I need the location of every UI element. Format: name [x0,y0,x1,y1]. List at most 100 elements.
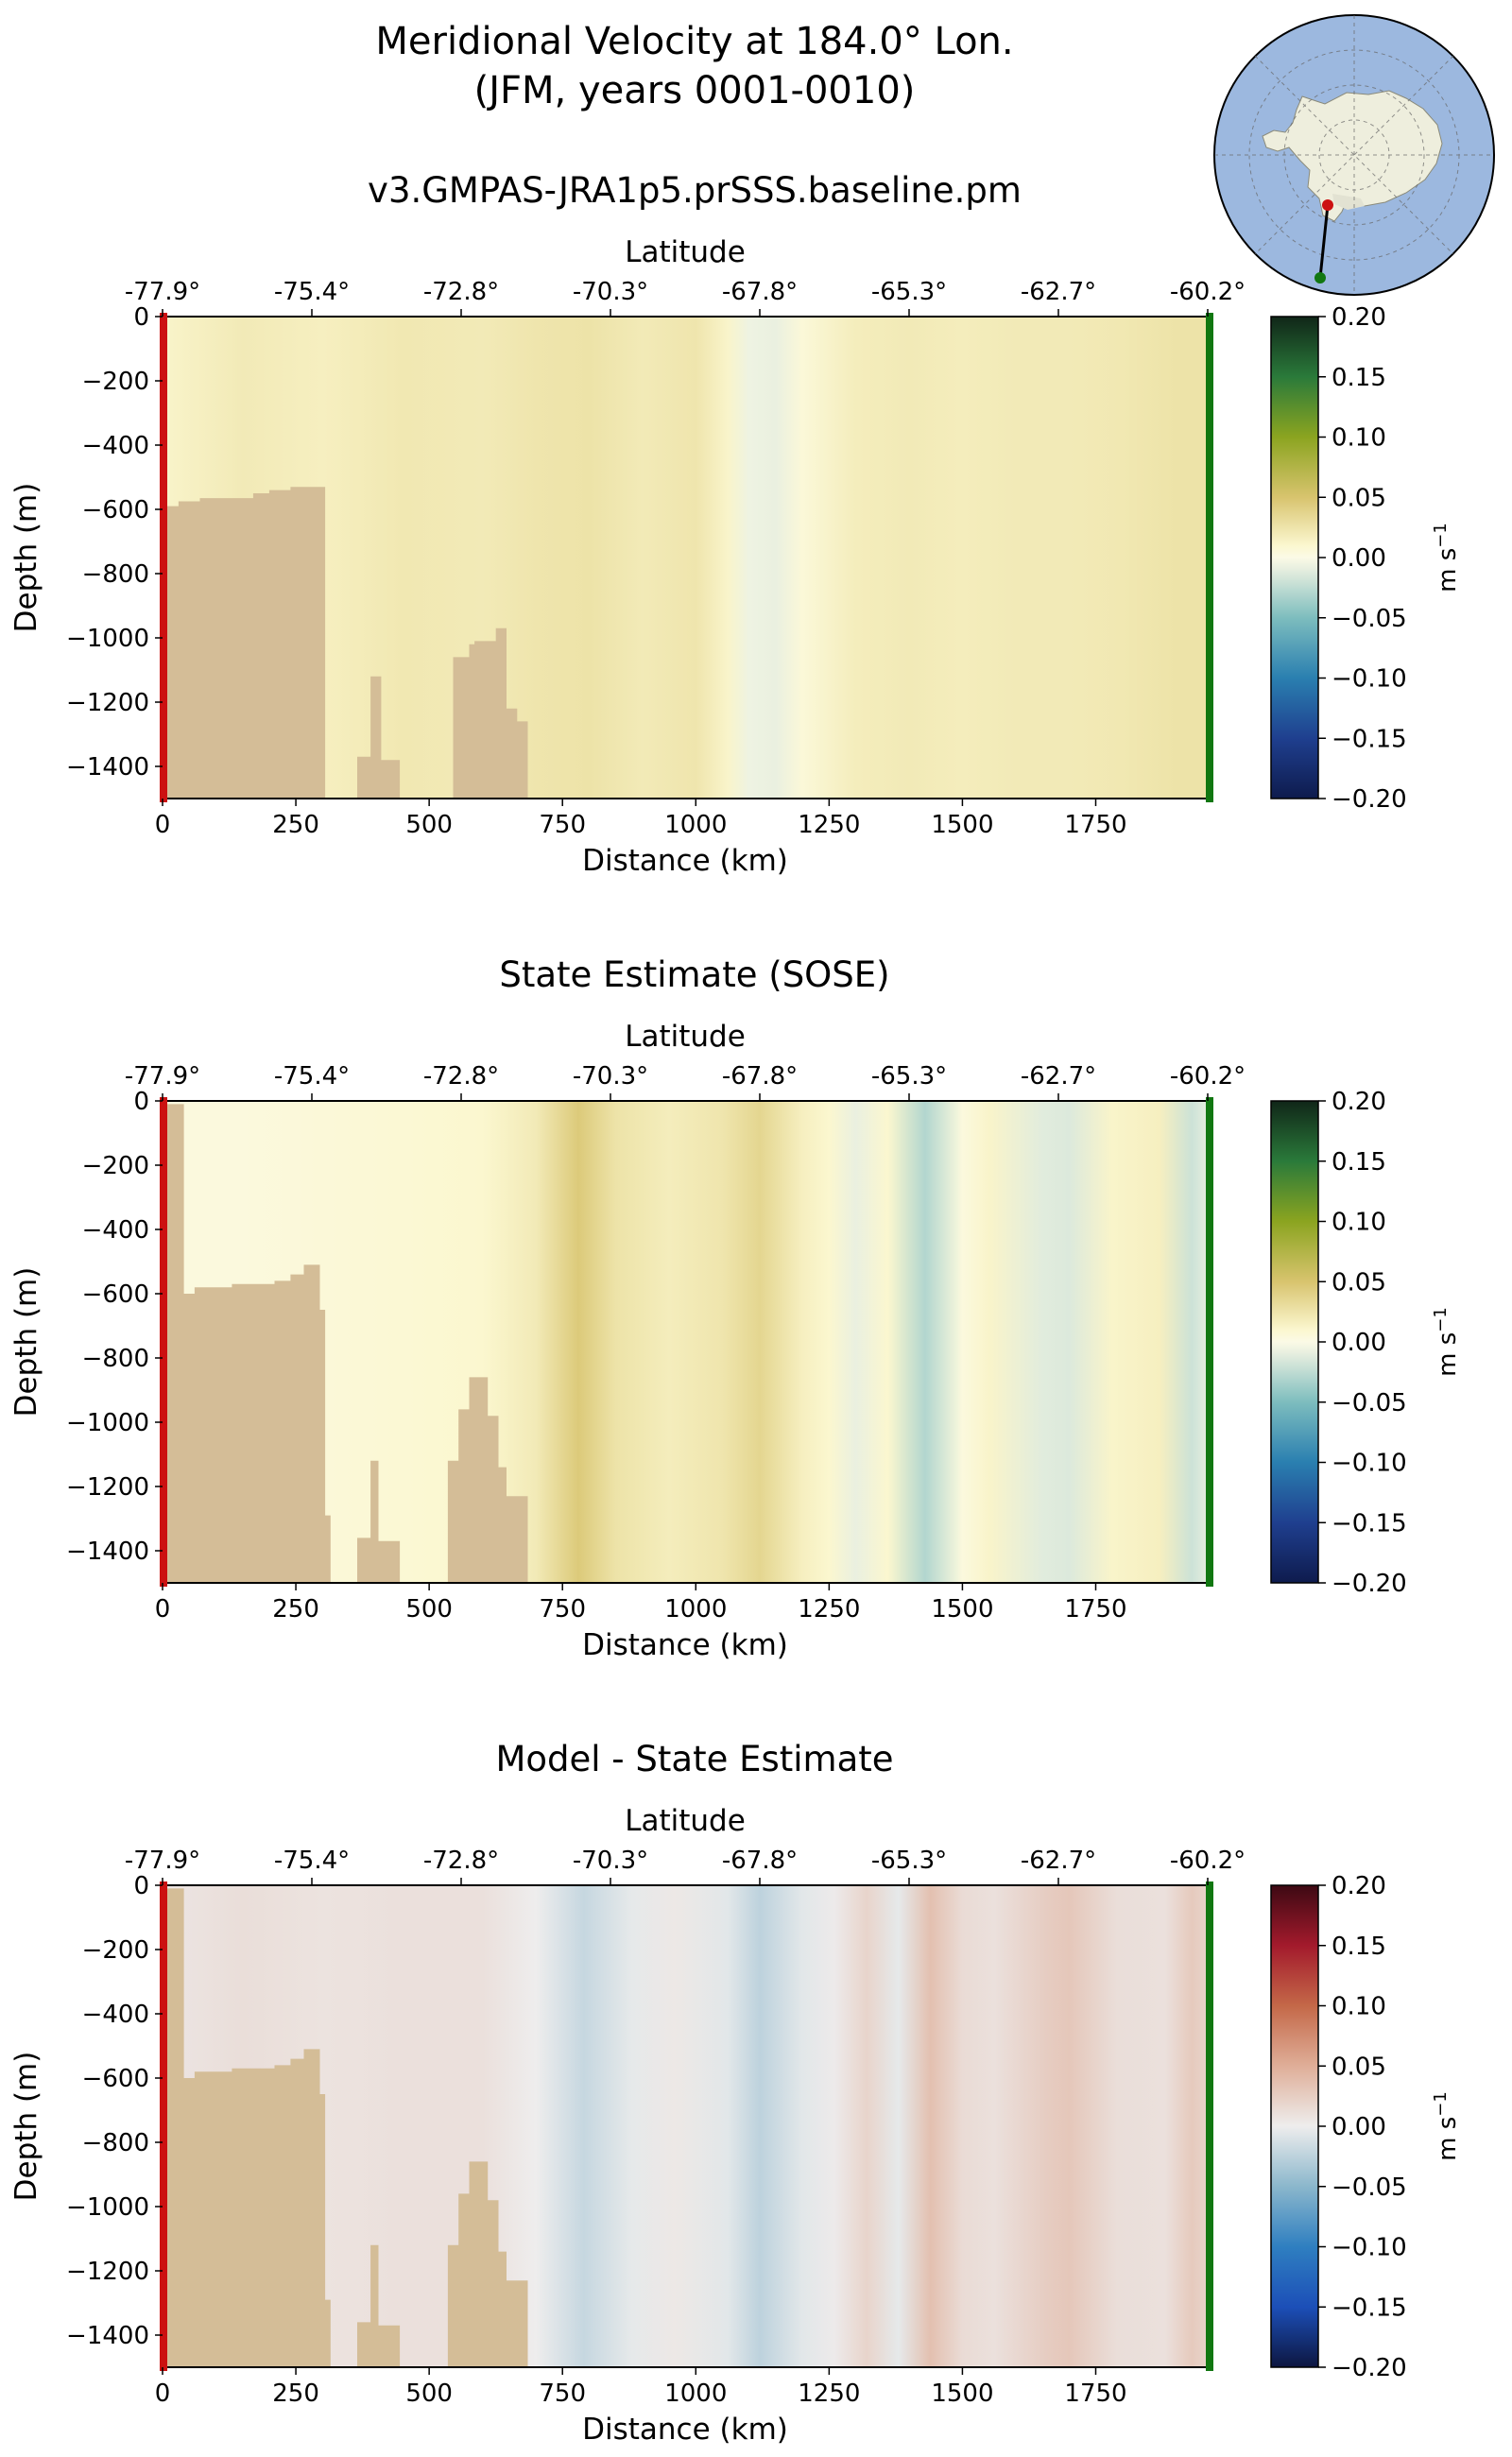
units-exponent: −1 [1431,1307,1451,1332]
x-tick-label: 0 [155,1595,171,1624]
x-tick-label: 1000 [664,2380,727,2408]
panel-1: 0 250 500 750 1000 1250 1500 1750 Distance (km) -… [9,235,1462,878]
transect-end-bar [1206,313,1213,802]
colorbar-tick-label: 0.00 [1332,2113,1386,2141]
lat-tick-label: -72.8° [423,1062,499,1091]
lat-tick-label: -62.7° [1021,278,1096,306]
units-base: m s [1434,2117,1462,2161]
colorbar-tick-label: −0.20 [1332,2354,1407,2382]
colorbar-tick-label: 0.20 [1332,303,1386,332]
x-tick-label: 250 [272,2380,319,2408]
x-tick-label: 1000 [664,811,727,839]
top-axis-label: Latitude [625,1804,746,1838]
lat-tick-label: -67.8° [722,1847,798,1875]
figure-title-line2: (JFM, years 0001-0010) [473,69,916,112]
lat-tick-label: -72.8° [423,278,499,306]
y-axis-label: Depth (m) [9,483,43,633]
lat-tick-label: -77.9° [125,1062,200,1091]
panel-2-field [163,1101,1208,1583]
x-tick-label: 1750 [1064,2380,1126,2408]
x-tick-label: 1500 [931,2380,993,2408]
colorbar-3: 0.20 0.15 0.10 0.05 0.00 −0.05 −0.10 −0.15 −0.20… [1270,1872,1462,2382]
x-tick-label: 750 [539,811,586,839]
y-tick-label: −1000 [66,2193,149,2222]
y-axis-label: Depth (m) [9,1267,43,1418]
transect-start-bar [160,1881,167,2371]
panel-2: 0 250 500 750 1000 1250 1500 1750 Distance (km) -… [9,1020,1462,1662]
y-tick-label: −1200 [66,1473,149,1502]
x-tick-label: 500 [405,1595,453,1624]
colorbar-tick-label: −0.05 [1332,2174,1407,2202]
colorbar-tick-label: 0.10 [1332,1993,1386,2021]
panel-3-title: Model - State Estimate [495,1739,894,1779]
colorbar-tick-label: 0.20 [1332,1088,1386,1116]
x-tick-label: 500 [405,2380,453,2408]
y-tick-label: 0 [133,1872,149,1900]
y-tick-label: −1400 [66,2322,149,2350]
lat-tick-label: -75.4° [274,1062,350,1091]
transect-start-bar [160,313,167,802]
lat-tick-label: -70.3° [573,278,648,306]
colorbar-tick-label: −0.05 [1332,1389,1407,1418]
colorbar-tick-label: −0.20 [1332,1570,1407,1598]
colorbar-tick-label: 0.05 [1332,1268,1386,1297]
panel-1-bathymetry [163,487,528,799]
lat-tick-label: -65.3° [871,278,947,306]
colorbar-tick-label: −0.10 [1332,2234,1407,2262]
colorbar-tick-label: −0.10 [1332,1450,1407,1478]
colorbar-units-label: m s−1 [1431,1307,1462,1377]
colorbar-tick-label: 0.15 [1332,1148,1386,1177]
y-tick-label: −800 [82,2129,149,2157]
lat-tick-label: -70.3° [573,1062,648,1091]
y-tick-label: −400 [82,432,149,460]
colorbar-tick-label: 0.15 [1332,364,1386,392]
x-axis-label: Distance (km) [582,844,788,878]
lat-tick-label: -62.7° [1021,1062,1096,1091]
x-tick-label: 750 [539,2380,586,2408]
x-tick-label: 0 [155,2380,171,2408]
y-tick-label: −200 [82,1152,149,1180]
colorbar-tick-label: 0.15 [1332,1933,1386,1961]
lat-tick-label: -70.3° [573,1847,648,1875]
panel-3: 0 250 500 750 1000 1250 1500 1750 Distance (km) -… [9,1804,1462,2447]
units-exponent: −1 [1431,523,1451,548]
panel-1-field [163,317,1208,799]
x-tick-label: 1500 [931,811,993,839]
y-tick-label: −400 [82,1216,149,1245]
y-tick-label: −800 [82,1345,149,1373]
x-tick-label: 1500 [931,1595,993,1624]
y-tick-label: −1200 [66,689,149,717]
colorbar-tick-label: −0.10 [1332,665,1407,694]
colorbar-bar [1270,1884,1319,2368]
units-base: m s [1434,1332,1462,1377]
x-tick-label: 1250 [798,1595,860,1624]
units-base: m s [1434,548,1462,593]
colorbar-tick-label: −0.15 [1332,725,1407,753]
x-tick-label: 500 [405,811,453,839]
x-axis-label: Distance (km) [582,2413,788,2447]
lat-tick-label: -67.8° [722,278,798,306]
lat-tick-label: -75.4° [274,1847,350,1875]
x-tick-label: 1250 [798,811,860,839]
top-axis-label: Latitude [625,1020,746,1054]
y-tick-label: −400 [82,2001,149,2029]
lat-tick-label: -67.8° [722,1062,798,1091]
colorbar-tick-label: 0.20 [1332,1872,1386,1900]
lat-tick-label: -65.3° [871,1062,947,1091]
colorbar-tick-label: 0.00 [1332,1329,1386,1357]
x-tick-label: 0 [155,811,171,839]
lat-tick-label: -60.2° [1170,1847,1246,1875]
units-exponent: −1 [1431,2091,1451,2117]
y-tick-label: −600 [82,1280,149,1309]
colorbar-tick-label: 0.10 [1332,424,1386,453]
top-axis-label: Latitude [625,235,746,269]
panel-1-title: v3.GMPAS-JRA1p5.prSSS.baseline.pm [368,170,1022,211]
x-tick-label: 250 [272,1595,319,1624]
y-tick-label: −1400 [66,1538,149,1566]
y-tick-label: −600 [82,2065,149,2093]
colorbar-1: 0.20 0.15 0.10 0.05 0.00 −0.05 −0.10 −0.15 −0.20… [1270,303,1462,814]
transect-end-bar [1206,1097,1213,1587]
lat-tick-label: -62.7° [1021,1847,1096,1875]
transect-end-bar [1206,1881,1213,2371]
